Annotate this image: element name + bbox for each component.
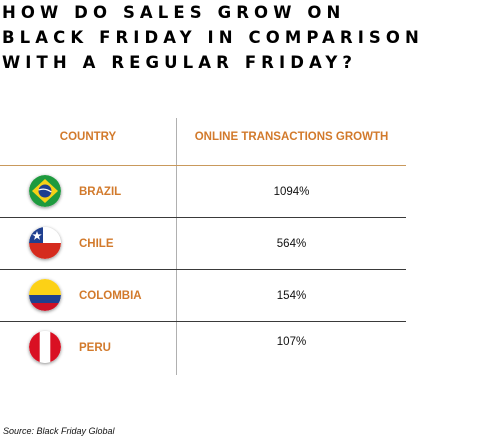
country-label: PERU bbox=[79, 342, 111, 354]
chart-title: HOW DO SALES GROW ON BLACK FRIDAY IN COM… bbox=[2, 0, 480, 75]
header-country: COUNTRY bbox=[59, 131, 117, 143]
title-line: BLACK FRIDAY IN COMPARISON bbox=[2, 28, 424, 47]
title-line: WITH A REGULAR FRIDAY? bbox=[2, 53, 358, 72]
country-label: BRAZIL bbox=[79, 186, 122, 198]
header-growth: ONLINE TRANSACTIONS GROWTH bbox=[194, 131, 389, 143]
growth-value: 1094% bbox=[273, 186, 310, 198]
brazil-flag-icon bbox=[29, 175, 61, 207]
row-divider bbox=[0, 321, 406, 322]
growth-value: 154% bbox=[276, 290, 307, 302]
title-line: HOW DO SALES GROW ON bbox=[2, 3, 346, 22]
chile-flag-icon bbox=[29, 227, 61, 259]
source-note: Source: Black Friday Global bbox=[3, 426, 115, 436]
country-label: CHILE bbox=[79, 238, 114, 250]
growth-table: COUNTRY ONLINE TRANSACTIONS GROWTH BRAZI… bbox=[0, 118, 406, 375]
peru-flag-icon bbox=[29, 331, 61, 363]
table-header: COUNTRY ONLINE TRANSACTIONS GROWTH bbox=[0, 118, 406, 165]
table-row: CHILE 564% bbox=[0, 218, 406, 270]
growth-value: 107% bbox=[276, 336, 307, 348]
colombia-flag-icon bbox=[29, 279, 61, 311]
table-row: PERU 107% bbox=[0, 322, 406, 374]
row-divider bbox=[0, 269, 406, 270]
row-divider bbox=[0, 217, 406, 218]
header-divider bbox=[0, 165, 406, 166]
table-row: COLOMBIA 154% bbox=[0, 270, 406, 322]
country-label: COLOMBIA bbox=[79, 290, 142, 302]
table-row: BRAZIL 1094% bbox=[0, 166, 406, 218]
growth-value: 564% bbox=[276, 238, 307, 250]
column-divider bbox=[176, 118, 177, 375]
